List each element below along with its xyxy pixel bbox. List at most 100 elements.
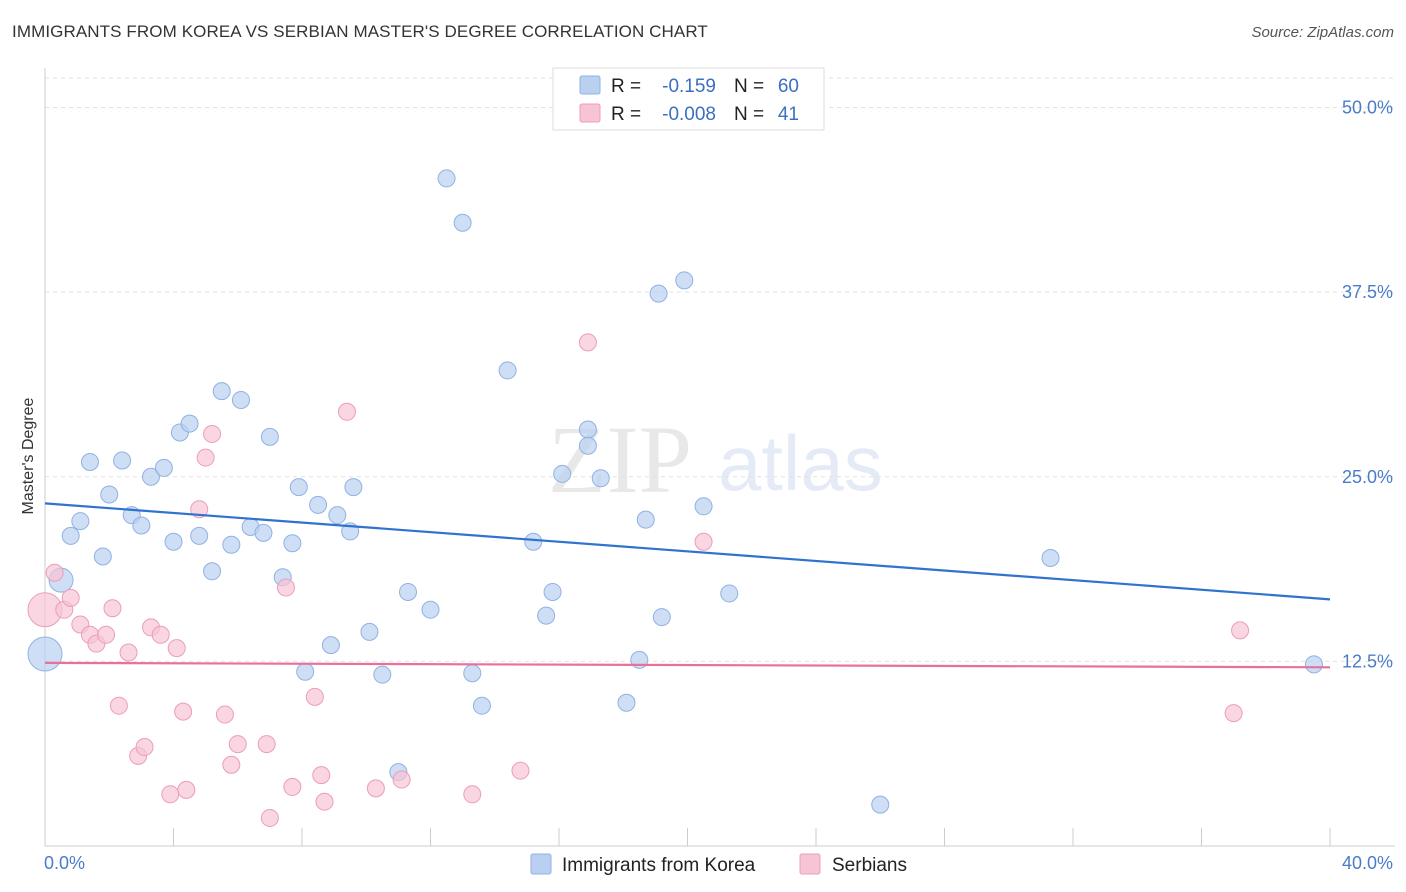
korea-point [344, 478, 363, 497]
korea-point [543, 582, 562, 601]
legend-n-value-korea: 60 [778, 76, 799, 97]
serbian-point [337, 402, 356, 421]
axes [44, 68, 1395, 847]
korea-point [190, 526, 209, 545]
serbian-point [177, 780, 196, 799]
serbian-point [109, 696, 128, 715]
serbian-point [103, 599, 122, 618]
korea-point [498, 361, 517, 380]
korea-point [578, 420, 597, 439]
korea-point [720, 584, 739, 603]
korea-point [296, 662, 315, 681]
serbian-point [135, 738, 154, 757]
korea-point [80, 453, 99, 471]
serbian-point [61, 588, 80, 607]
korea-point [132, 516, 151, 535]
x-tick-labels: 0.0% 40.0% [44, 853, 1393, 873]
korea-point [100, 485, 119, 504]
serbian-point [315, 792, 334, 811]
korea-point [260, 427, 279, 446]
y-tick-label: 50.0% [1342, 98, 1393, 118]
korea-point [328, 506, 347, 525]
serbian-point [97, 625, 116, 644]
korea-point [675, 271, 694, 290]
korea-trend-line [44, 502, 1331, 601]
korea-point [463, 664, 482, 683]
serbian-point [203, 424, 222, 443]
korea-point [453, 213, 472, 232]
serbian-point [45, 563, 64, 582]
serbian-point [305, 687, 324, 706]
serbian-point [228, 735, 247, 754]
legend-n-label-korea: N = [734, 76, 764, 97]
legend-swatch-serbians [579, 103, 601, 123]
chart-title: IMMIGRANTS FROM KOREA VS SERBIAN MASTER'… [12, 22, 708, 41]
series-legend-label-serbians: Serbians [832, 855, 907, 876]
legend-r-label-serbians: R = [611, 104, 641, 125]
korea-point [649, 284, 668, 303]
korea-point [203, 562, 222, 581]
serbian-point [312, 766, 331, 785]
legend-n-label-serbians: N = [734, 104, 764, 125]
korea-point [1304, 655, 1323, 674]
korea-point [591, 469, 610, 488]
korea-point [524, 532, 543, 551]
korea-point [283, 534, 302, 553]
chart-source: Source: ZipAtlas.com [1251, 24, 1394, 41]
trend-lines [44, 502, 1331, 669]
legend-n-value-serbians: 41 [778, 104, 799, 125]
korea-point [180, 414, 199, 433]
grid-lines [45, 77, 1395, 662]
korea-point [212, 382, 231, 401]
korea-point [27, 636, 63, 672]
korea-point [360, 622, 379, 641]
korea-point [231, 390, 250, 409]
serbian-point [366, 779, 385, 798]
korea-point [617, 693, 636, 712]
korea-point [113, 451, 132, 470]
korea-point [636, 510, 655, 529]
watermark-zip: ZIP [548, 406, 692, 513]
serbian-point [215, 705, 234, 724]
serbian-points [27, 333, 1250, 827]
korea-point [399, 582, 418, 601]
korea-point [154, 458, 173, 477]
serbian-point [167, 639, 186, 658]
korea-point [472, 696, 491, 715]
legend-r-label-korea: R = [611, 76, 641, 97]
korea-point [71, 512, 90, 531]
stats-legend: R = -0.159 N = 60 R = -0.008 N = 41 [552, 67, 825, 131]
serbian-point [174, 702, 193, 721]
y-axis-label: Master's Degree [20, 397, 37, 514]
serbian-point [222, 755, 241, 774]
korea-point [578, 436, 597, 455]
serbian-point [283, 777, 302, 796]
serbian-point [119, 643, 138, 662]
y-tick-labels: 12.5% 25.0% 37.5% 50.0% [1342, 98, 1393, 672]
korea-point [652, 608, 671, 627]
serbian-point [1224, 704, 1243, 723]
watermark: ZIP atlas [548, 406, 883, 513]
serbian-point [257, 735, 276, 754]
korea-point [871, 795, 890, 814]
serbian-point [196, 448, 215, 467]
series-legend-label-korea: Immigrants from Korea [562, 855, 756, 876]
korea-point [437, 169, 456, 188]
x-tick-label: 0.0% [44, 853, 85, 873]
serbian-point [463, 785, 482, 804]
korea-point [321, 636, 340, 655]
serbian-point [260, 808, 279, 827]
x-tick-label: 40.0% [1342, 853, 1393, 873]
legend-r-value-korea: -0.159 [662, 76, 716, 97]
korea-point [61, 526, 80, 545]
korea-point [93, 547, 112, 566]
korea-point [164, 532, 183, 551]
korea-point [254, 523, 273, 542]
korea-point [553, 464, 572, 483]
serbian-point [276, 578, 295, 597]
korea-point [421, 600, 440, 619]
serbian-point [151, 625, 170, 644]
y-tick-label: 37.5% [1342, 282, 1393, 302]
legend-r-value-serbians: -0.008 [662, 104, 716, 125]
